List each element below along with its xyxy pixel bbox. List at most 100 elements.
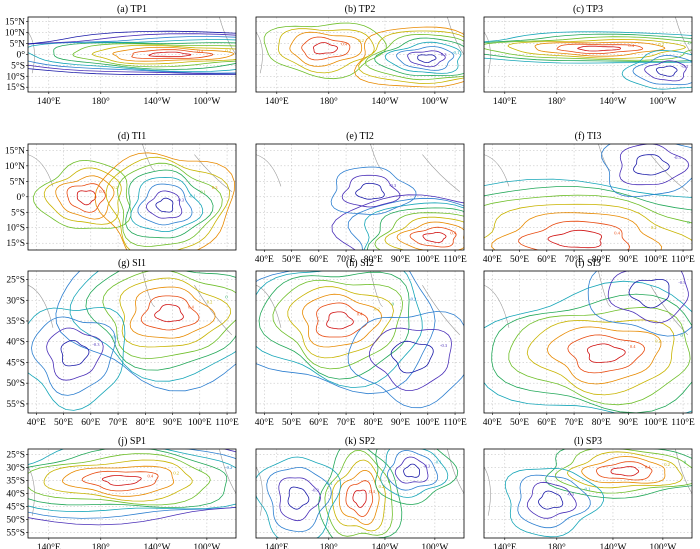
panel-frame	[483, 448, 693, 539]
contour-label: -0.3	[674, 155, 682, 160]
contour-line	[338, 469, 380, 526]
y-tick-label: 5°S	[11, 60, 25, 71]
contour-line	[374, 449, 459, 505]
contour-line	[386, 450, 439, 491]
contour-line	[587, 271, 692, 337]
contour-lines: 0.4 0.2 0 -0.3 -0.1	[504, 449, 692, 538]
contour-line	[534, 41, 666, 57]
contour-label: 0.3	[478, 45, 484, 50]
contour-line	[69, 271, 236, 382]
contour-line	[256, 456, 342, 538]
contour-line	[92, 44, 236, 65]
contour-line	[621, 50, 692, 90]
panel-sp1: (j) SP1 0.4 0.2 0 -0.2 25°S 30°S 35°S 40°S 45°S 50…	[6, 436, 237, 549]
x-tick-label: 100°E	[188, 417, 212, 428]
contour-label: 0.3	[212, 185, 218, 190]
contour-line	[358, 30, 464, 84]
contour-label: 0.4	[357, 312, 363, 317]
panel-title: (b) TP2	[345, 4, 376, 15]
contour-line	[266, 467, 332, 533]
contour-line	[484, 36, 692, 61]
x-tick-label: 140°W	[599, 96, 626, 107]
contour-line	[484, 203, 692, 242]
contour-line	[409, 226, 457, 248]
panel-frame	[483, 16, 693, 93]
contour-label: -0.3	[567, 492, 575, 497]
contour-label: 0.2	[651, 225, 657, 230]
x-tick-label: 140°E	[37, 96, 61, 107]
coastline	[28, 17, 236, 74]
contour-line	[72, 43, 236, 68]
gridlines	[484, 144, 692, 250]
contour-label: -0.2	[281, 45, 288, 50]
contour-lines: 0.4 0.2 0 -0.3	[484, 144, 692, 250]
contour-label: -0.3	[423, 464, 431, 469]
contour-label: 0.1	[465, 48, 471, 53]
contour-line	[546, 326, 662, 385]
contour-line	[504, 467, 605, 538]
contour-label: 0.2	[207, 299, 213, 304]
contour-line	[148, 51, 192, 58]
x-tick-label: 100°W	[193, 96, 220, 107]
contour-line	[102, 271, 236, 359]
coastline	[484, 144, 689, 192]
y-tick-label: 10°N	[5, 161, 25, 172]
x-tick-label: 100°W	[421, 542, 448, 549]
contour-line	[374, 37, 464, 77]
contour-label: -0.3	[92, 342, 100, 347]
contour-lines: 0.4 0.2 0 -0.2 -0.4	[28, 30, 288, 75]
x-tick-label: 110°E	[443, 417, 467, 428]
panel-frame	[255, 448, 465, 539]
x-tick-label: 100°E	[644, 254, 668, 265]
contour-line	[32, 159, 132, 229]
panel-tp3: (c) TP3 0.4 0.2 0 -0.3 -0.1 140°E 180° 140°W 100°…	[483, 4, 700, 107]
y-tick-label: 15°S	[6, 82, 25, 93]
x-tick-label: 180°	[92, 542, 110, 549]
contour-line	[403, 463, 420, 478]
x-tick-label: 40°E	[255, 417, 274, 428]
contour-line	[256, 271, 436, 395]
y-tick-label: 55°S	[6, 527, 25, 538]
contour-label: 0	[392, 301, 395, 306]
contour-label: -0.1	[111, 334, 118, 339]
contour-label: -0.3	[678, 280, 686, 285]
y-tick-label: 15°N	[5, 145, 25, 156]
x-tick-label: 40°E	[483, 417, 502, 428]
y-tick-label: 40°S	[6, 337, 25, 348]
x-tick-label: 80°E	[136, 417, 155, 428]
x-tick-label: 50°E	[510, 417, 529, 428]
contour-label: 0.2	[664, 462, 670, 467]
panel-si2: (h) SI2 0.4 0.2 0 -0.2 -0.3 40°E 50°E 60°E 70°E 80…	[255, 258, 467, 428]
panel-tp2: (b) TP2 0.4 0.2 -0.3 -0.1 0.1 0.3 140°E 180° 140°…	[255, 4, 484, 107]
contour-label: 0.2	[225, 48, 231, 53]
contour-label: -0.3	[681, 64, 689, 69]
contour-line	[330, 166, 417, 215]
contour-line	[28, 449, 228, 509]
contour-line	[619, 144, 690, 186]
contour-label: -0.1	[695, 61, 700, 66]
contour-line	[484, 186, 692, 211]
x-tick-label: 90°E	[163, 417, 182, 428]
y-tick-label: 5°N	[10, 38, 26, 49]
x-tick-label: 100°E	[416, 417, 440, 428]
contour-line	[287, 486, 310, 510]
contour-lines: 0.4 0.2 0 -0.3	[484, 271, 692, 413]
contour-line	[422, 231, 447, 243]
x-tick-label: 60°E	[309, 417, 328, 428]
gridlines	[256, 271, 464, 413]
contour-line	[567, 334, 646, 374]
contour-line	[31, 316, 116, 396]
contour-line	[154, 304, 184, 323]
contour-line	[628, 279, 670, 309]
x-tick-label: 50°E	[282, 417, 301, 428]
x-tick-label: 70°E	[337, 417, 356, 428]
contour-line	[60, 340, 90, 367]
coastline	[256, 449, 464, 516]
contour-line	[289, 31, 363, 67]
y-tick-label: 50°S	[6, 378, 25, 389]
contour-line	[390, 340, 434, 374]
panel-title: (k) SP2	[345, 436, 375, 447]
